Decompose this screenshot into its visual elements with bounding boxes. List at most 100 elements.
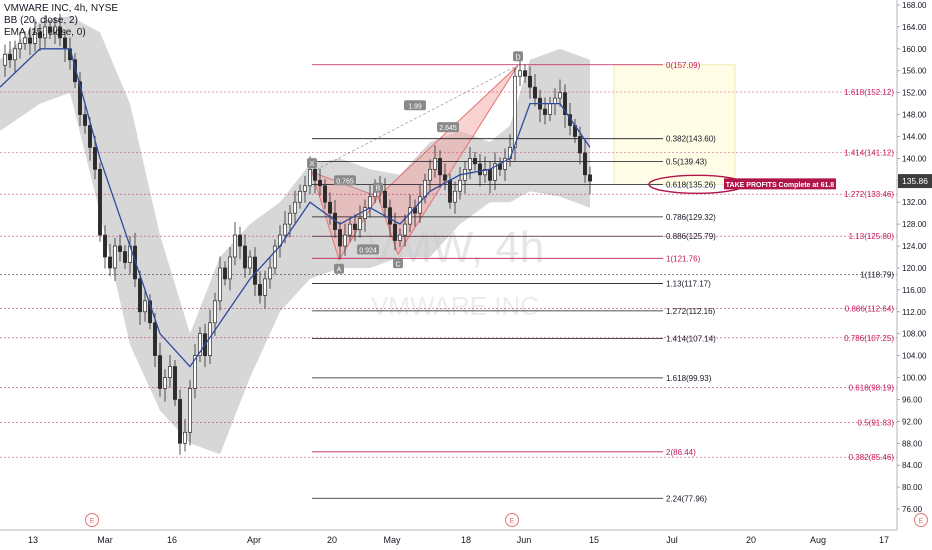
candle-body-50 xyxy=(248,256,252,269)
retrace-label-7: 0.618(98.19) xyxy=(849,383,895,392)
candle-body-31 xyxy=(153,322,157,356)
fib-label-6: 1.272(112.16) xyxy=(666,307,716,316)
ema-indicator-label[interactable]: EMA (15, close, 0) xyxy=(4,27,86,38)
candle-body-46 xyxy=(228,256,232,280)
candle-body-13 xyxy=(63,37,67,50)
candle-body-59 xyxy=(293,201,297,214)
candle-body-57 xyxy=(283,223,287,236)
candle-body-6 xyxy=(28,37,32,44)
x-tick-label-4: 20 xyxy=(327,535,337,545)
last-price-label: 135.86 xyxy=(902,176,928,186)
candle-body-87 xyxy=(433,158,437,170)
candle-body-94 xyxy=(468,158,472,170)
pattern-point-A: A xyxy=(337,267,342,274)
retrace-label-2: 1.272(133.46) xyxy=(844,190,894,199)
candle-body-112 xyxy=(558,92,562,99)
candle-body-84 xyxy=(418,196,422,214)
candle-body-51 xyxy=(253,256,257,285)
y-tick-label-4: 92.00 xyxy=(902,417,923,426)
candle-body-34 xyxy=(168,366,172,378)
y-tick-label-13: 128.00 xyxy=(902,220,927,229)
pattern-point-C: C xyxy=(395,261,400,268)
candle-body-70 xyxy=(348,223,352,236)
candle-body-68 xyxy=(338,229,342,247)
retrace-label-3: 1.13(125.80) xyxy=(849,232,895,241)
y-tick-label-23: 168.00 xyxy=(902,1,927,10)
candle-body-78 xyxy=(388,207,392,225)
earnings-marker-1 xyxy=(505,513,519,527)
retrace-label-9: 0.382(85.46) xyxy=(849,453,895,462)
fib-label-3: 0.786(129.32) xyxy=(666,213,716,222)
pattern-point-B: B xyxy=(376,186,381,193)
candle-body-80 xyxy=(398,234,402,241)
y-tick-label-17: 144.00 xyxy=(902,132,927,141)
candle-body-7 xyxy=(33,32,37,44)
fib-label-2: 0.618(135.26) xyxy=(666,180,716,189)
candle-body-1 xyxy=(3,53,7,66)
watermark-name: VMWARE INC xyxy=(371,291,539,321)
candle-body-3 xyxy=(13,48,17,61)
x-tick-label-6: 18 xyxy=(461,535,471,545)
y-tick-label-14: 132.00 xyxy=(902,198,927,207)
candle-body-52 xyxy=(258,284,262,296)
candle-body-111 xyxy=(553,97,557,104)
candle-body-30 xyxy=(148,300,152,324)
candle-body-91 xyxy=(453,190,457,203)
bb-indicator-label[interactable]: BB (20, close, 2) xyxy=(4,15,78,26)
candle-body-92 xyxy=(458,179,462,192)
fib-label-5: 1.13(117.17) xyxy=(666,279,711,288)
ema-line xyxy=(0,48,591,368)
candle-body-63 xyxy=(313,168,317,181)
candle-body-117 xyxy=(583,152,587,176)
candle-body-22 xyxy=(108,256,112,269)
ratio-label-1: 0.924 xyxy=(359,247,377,254)
x-tick-label-1: Mar xyxy=(97,535,113,545)
candle-body-9 xyxy=(43,26,47,39)
candle-body-10 xyxy=(48,26,52,33)
ratio-box-2 xyxy=(437,122,459,133)
candle-body-106 xyxy=(528,75,532,88)
candle-body-47 xyxy=(233,234,237,258)
candle-body-23 xyxy=(113,245,117,269)
ratio-box-3 xyxy=(404,100,426,111)
candle-body-77 xyxy=(383,190,387,209)
retrace-label-0: 1.618(152.12) xyxy=(844,88,894,97)
y-tick-label-16: 140.00 xyxy=(902,154,927,163)
y-tick-label-11: 120.00 xyxy=(902,264,927,273)
x-tick-label-7: Jun xyxy=(517,535,532,545)
x-tick-label-12: 17 xyxy=(879,535,889,545)
candle-body-4 xyxy=(18,42,22,50)
bollinger-band xyxy=(0,16,590,455)
candle-body-37 xyxy=(183,431,187,444)
earnings-marker-0 xyxy=(85,513,99,527)
ratio-label-0: 0.765 xyxy=(336,178,354,185)
fib-label-4: 0.886(125.79) xyxy=(666,232,716,241)
fib-label-8: 1.618(99.93) xyxy=(666,374,712,383)
candle-body-17 xyxy=(83,114,87,126)
candle-body-107 xyxy=(533,86,537,99)
candle-body-62 xyxy=(308,168,312,187)
retrace-label-6: 0.786(107.25) xyxy=(844,334,894,343)
retrace-label-8: 0.5(91.83) xyxy=(858,418,895,427)
x-tick-label-8: 15 xyxy=(589,535,599,545)
y-tick-label-20: 156.00 xyxy=(902,67,927,76)
candle-body-88 xyxy=(438,158,442,176)
ratio-box-1 xyxy=(357,244,379,255)
candle-body-39 xyxy=(193,355,197,389)
candle-body-113 xyxy=(563,92,567,115)
x-tick-label-0: 13 xyxy=(28,535,38,545)
fib-red-label-0: 0(157.09) xyxy=(666,61,701,70)
y-tick-label-12: 124.00 xyxy=(902,242,927,251)
fib-label-1: 0.5(139.43) xyxy=(666,158,707,167)
callout-box xyxy=(724,178,836,190)
candle-body-19 xyxy=(93,147,97,170)
candle-body-33 xyxy=(163,377,167,389)
candle-body-69 xyxy=(343,234,347,247)
candle-body-74 xyxy=(368,196,372,209)
x-tick-label-5: May xyxy=(383,535,401,545)
fib-label-0: 0.382(143.60) xyxy=(666,135,716,144)
candle-body-20 xyxy=(98,168,102,236)
symbol-title[interactable]: VMWARE INC, 4h, NYSE xyxy=(4,3,119,14)
candle-body-53 xyxy=(263,278,267,296)
